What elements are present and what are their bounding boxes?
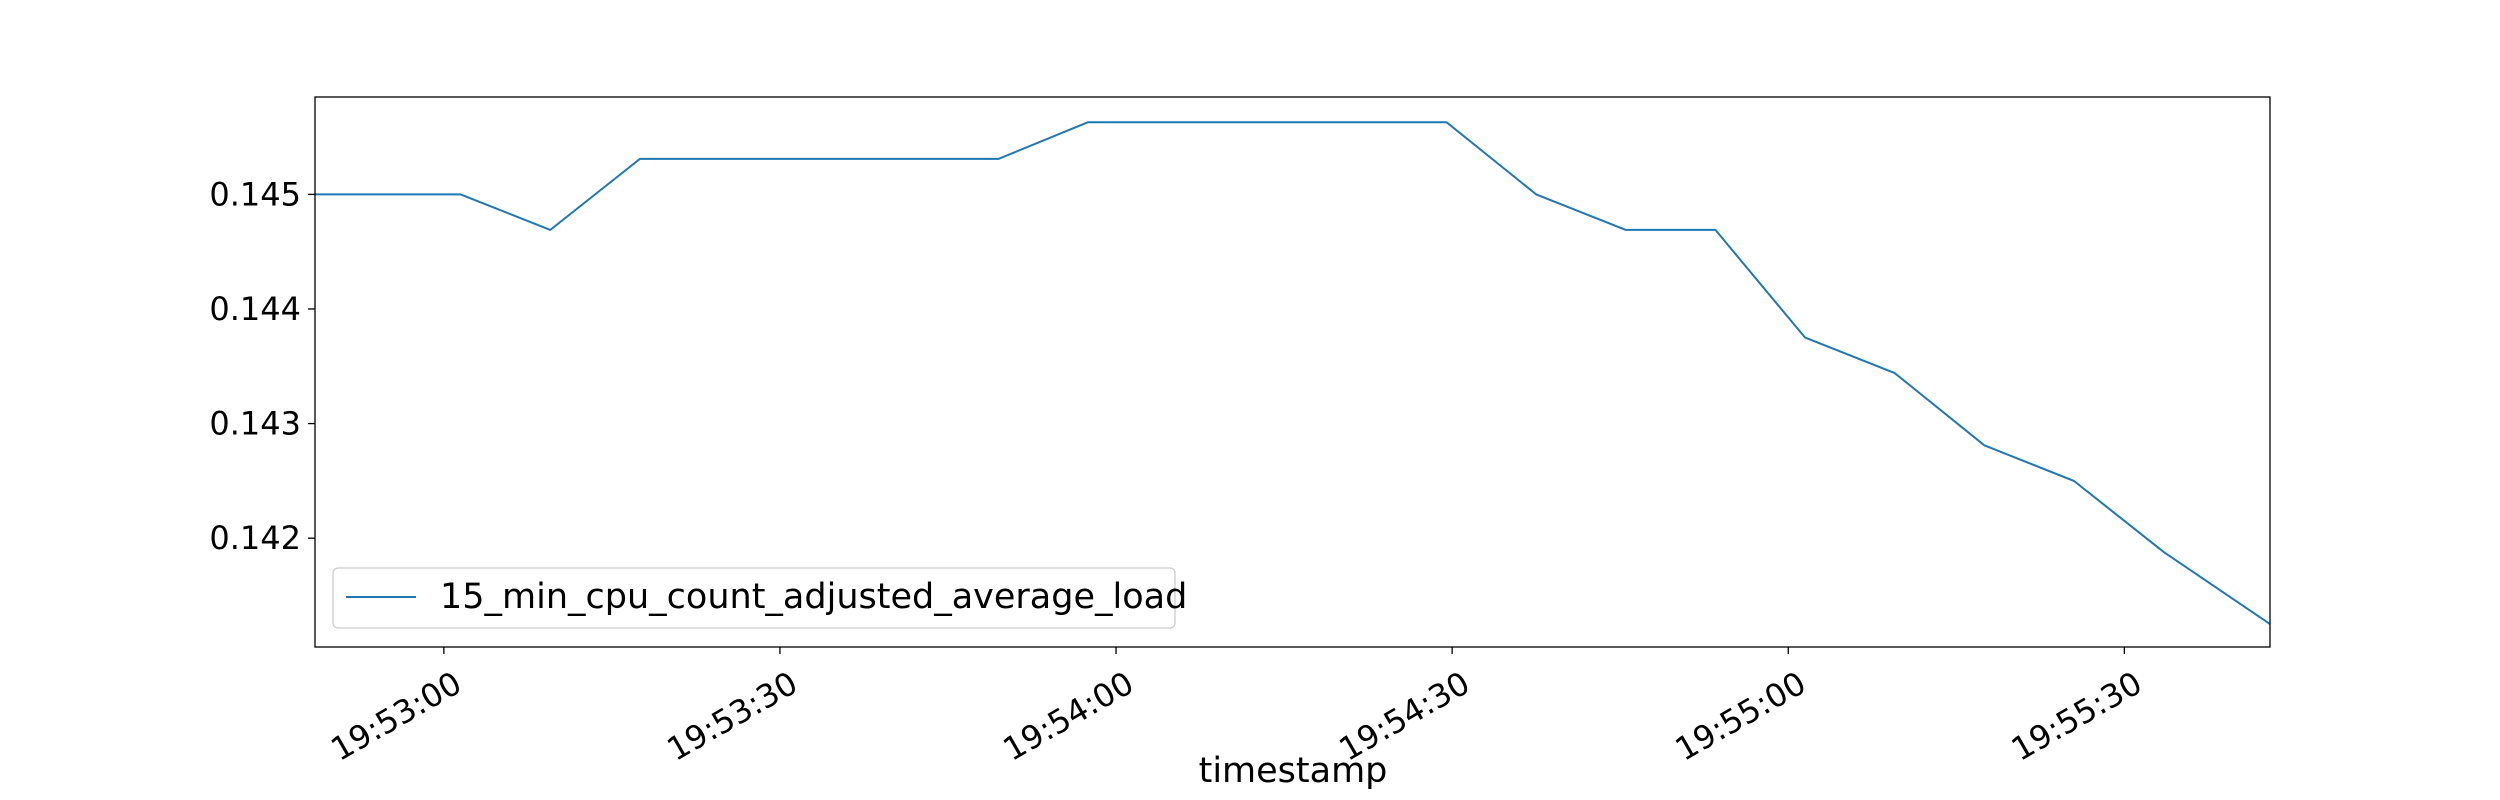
x-tick-label: 19:54:00 (997, 664, 1140, 769)
series-line-0 (315, 121, 2271, 625)
y-tick-label: 0.143 (209, 405, 301, 443)
x-tick-label: 19:53:00 (324, 664, 467, 769)
x-tick-label: 19:55:30 (2005, 664, 2148, 769)
legend-box (332, 567, 1176, 629)
plot-frame (314, 96, 2271, 648)
y-tick-label: 0.144 (209, 290, 301, 328)
y-tick-label: 0.145 (209, 175, 301, 213)
x-axis-label: timestamp (1199, 751, 1388, 791)
x-tick-label: 19:53:30 (660, 664, 803, 769)
x-tick-label: 19:55:00 (1669, 664, 1812, 769)
legend: 15_min_cpu_count_adjusted_average_load (332, 567, 1187, 629)
legend-label: 15_min_cpu_count_adjusted_average_load (440, 577, 1187, 617)
y-axis: 0.142 0.143 0.144 0.145 (209, 175, 315, 557)
y-tick-label: 0.142 (209, 519, 301, 557)
plot-area (315, 121, 2271, 625)
